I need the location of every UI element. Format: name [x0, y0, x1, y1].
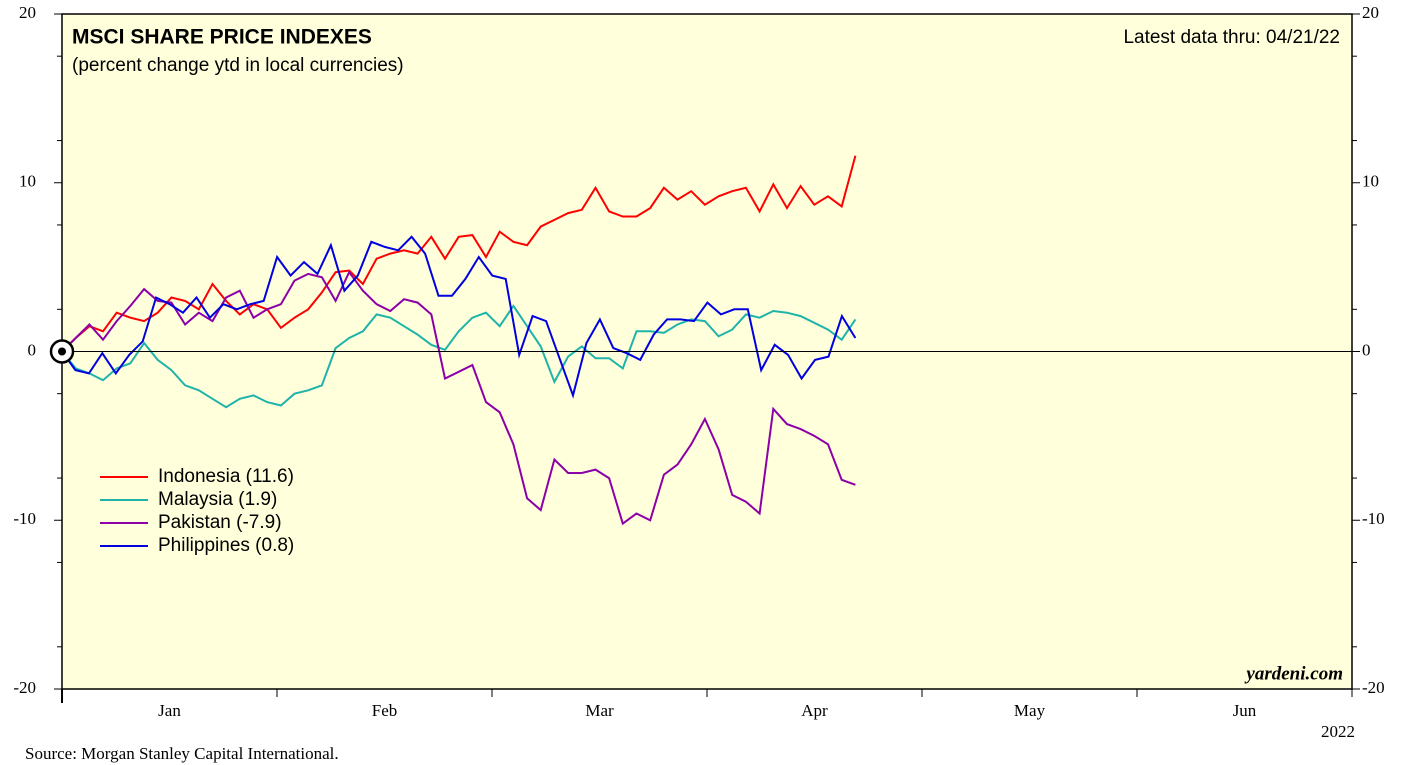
y-tick-label: 0: [28, 340, 37, 359]
y-tick-label: 10: [19, 172, 36, 191]
plot: [61, 155, 857, 526]
legend-label: Philippines (0.8): [158, 535, 294, 556]
legend-label: Malaysia (1.9): [158, 489, 277, 510]
annotation: Latest data thru: 04/21/22: [1123, 27, 1340, 48]
legend: Indonesia (11.6)Malaysia (1.9)Pakistan (…: [100, 466, 294, 556]
chart-subtitle: (percent change ytd in local currencies): [72, 55, 404, 76]
year-label: 2022: [1321, 722, 1355, 741]
y-tick-label: -10: [13, 509, 36, 528]
y2-tick-label: -10: [1362, 509, 1385, 528]
series-line: [61, 235, 857, 399]
y2-tick-label: 20: [1362, 3, 1379, 22]
series-line: [61, 270, 856, 526]
y2-tick-label: -20: [1362, 678, 1385, 697]
x-tick-label: Jan: [158, 701, 181, 720]
y-tick-label: -20: [13, 678, 36, 697]
source: Source: Morgan Stanley Capital Internati…: [25, 744, 339, 763]
x-tick-label: May: [1014, 701, 1046, 720]
watermark: yardeni.com: [1244, 663, 1343, 684]
y2-tick-label: 0: [1362, 340, 1371, 359]
y2-tick-label: 10: [1362, 172, 1379, 191]
y-tick-label: 20: [19, 3, 36, 22]
x-tick-label: Feb: [372, 701, 398, 720]
chart-title: MSCI SHARE PRICE INDEXES: [72, 26, 372, 49]
x-tick-label: Mar: [585, 701, 614, 720]
series-line: [61, 304, 857, 409]
x-tick-label: Jun: [1233, 701, 1257, 720]
legend-label: Pakistan (-7.9): [158, 512, 282, 533]
series-line: [61, 155, 857, 353]
legend-label: Indonesia (11.6): [158, 466, 294, 487]
x-tick-label: Apr: [801, 701, 828, 720]
origin-dot: [58, 347, 66, 356]
